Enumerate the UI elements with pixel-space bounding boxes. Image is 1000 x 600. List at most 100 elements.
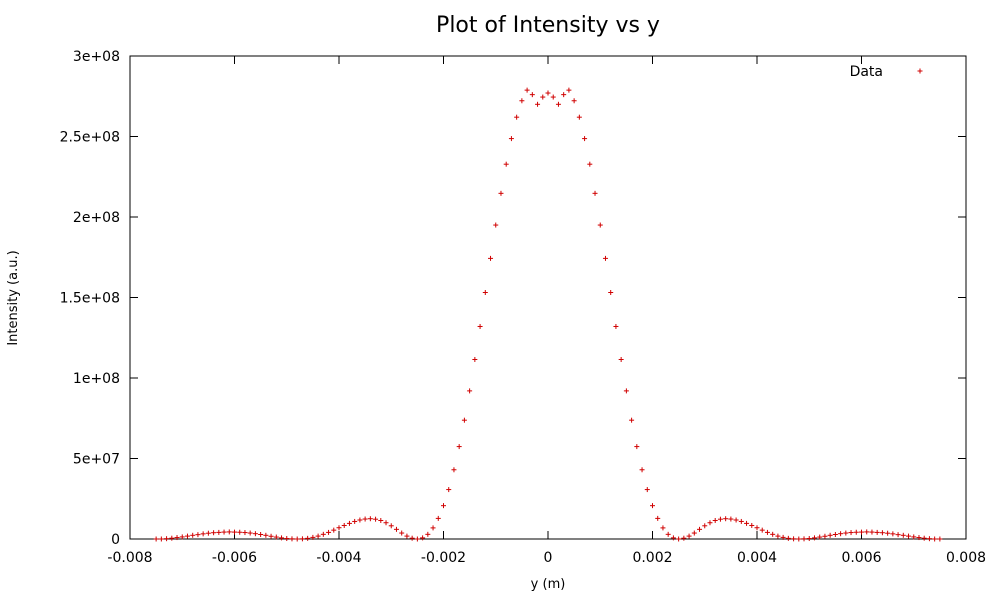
data-point <box>184 533 190 539</box>
data-point <box>592 190 598 196</box>
x-tick-label: 0 <box>544 550 553 566</box>
data-point <box>660 525 666 531</box>
data-point <box>310 534 316 540</box>
data-point <box>393 526 399 532</box>
data-point <box>681 535 687 541</box>
data-point <box>326 529 332 535</box>
data-point <box>602 255 608 261</box>
data-point <box>252 531 258 537</box>
data-point <box>467 388 473 394</box>
data-point <box>864 529 870 535</box>
data-point <box>232 529 237 535</box>
chart-title: Plot of Intensity vs y <box>436 13 660 38</box>
data-point <box>294 536 300 542</box>
legend-label-data: Data <box>850 64 883 80</box>
data-point <box>859 529 864 535</box>
data-point <box>822 533 828 539</box>
data-point <box>691 530 697 536</box>
data-points <box>153 87 943 542</box>
data-point <box>550 94 556 100</box>
data-point <box>211 530 217 536</box>
data-point <box>430 525 436 531</box>
data-point <box>712 517 718 523</box>
data-point <box>535 101 541 107</box>
data-point <box>738 518 744 524</box>
legend-marker-data <box>917 68 923 74</box>
data-point <box>634 444 640 450</box>
data-point <box>320 531 326 537</box>
data-point <box>853 529 859 535</box>
data-point <box>576 114 582 120</box>
data-point <box>780 534 786 540</box>
x-tick-label: 0.006 <box>841 550 881 566</box>
data-point <box>242 530 248 536</box>
data-point <box>717 516 723 522</box>
data-point <box>650 503 655 509</box>
x-tick-label: -0.004 <box>316 550 361 566</box>
data-point <box>373 516 379 522</box>
data-point <box>921 535 927 541</box>
data-point <box>414 536 420 542</box>
data-point <box>723 516 729 522</box>
data-point <box>937 536 943 542</box>
data-point <box>906 533 912 539</box>
data-point <box>399 530 405 536</box>
data-point <box>890 531 896 537</box>
data-point <box>926 536 932 542</box>
x-tick-label: 0.004 <box>737 550 777 566</box>
data-point <box>226 529 232 535</box>
data-point <box>263 532 269 538</box>
legend: Data <box>850 64 923 80</box>
data-point <box>796 536 802 542</box>
data-point <box>456 444 462 450</box>
data-point <box>566 87 572 93</box>
data-point <box>420 535 426 541</box>
data-point <box>770 531 776 537</box>
data-point <box>545 90 551 96</box>
y-tick-label: 0 <box>111 532 120 548</box>
data-point <box>582 136 588 142</box>
data-point <box>916 535 922 541</box>
data-point <box>869 529 875 535</box>
data-point <box>441 503 446 509</box>
data-point <box>383 520 389 526</box>
data-point <box>676 536 682 542</box>
data-point <box>284 536 290 542</box>
data-point <box>900 532 906 538</box>
data-point <box>273 534 279 540</box>
data-point <box>331 527 337 533</box>
y-tick-label: 2.5e+08 <box>60 130 120 146</box>
data-point <box>843 530 849 536</box>
data-point <box>639 467 645 473</box>
data-point <box>362 516 368 522</box>
data-point <box>205 530 211 536</box>
data-point <box>451 467 457 473</box>
data-point <box>791 536 797 542</box>
data-point <box>733 517 739 523</box>
data-point <box>514 114 520 120</box>
data-point <box>764 529 770 535</box>
data-point <box>932 536 938 542</box>
data-point <box>827 532 833 538</box>
data-point <box>540 94 546 100</box>
data-point <box>623 388 629 394</box>
data-point <box>670 535 676 541</box>
data-point <box>174 535 180 541</box>
plot-frame <box>129 55 967 540</box>
data-point <box>346 520 352 526</box>
data-point <box>571 98 577 104</box>
data-point <box>378 517 384 523</box>
data-point <box>179 534 185 540</box>
data-point <box>555 101 561 107</box>
data-point <box>911 534 917 540</box>
data-point <box>305 535 311 541</box>
data-point <box>644 487 650 493</box>
data-point <box>597 222 603 228</box>
data-point <box>336 525 342 531</box>
data-point <box>200 531 206 537</box>
data-point <box>404 533 410 539</box>
data-point <box>629 417 635 423</box>
data-point <box>655 515 661 521</box>
data-point <box>357 517 363 523</box>
